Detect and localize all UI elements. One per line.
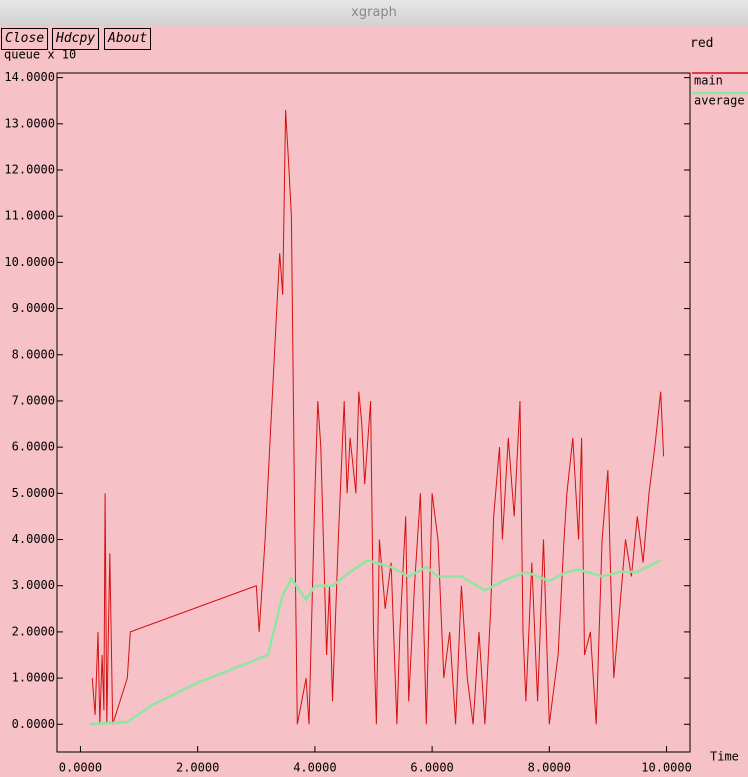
y-tick-label: 1.0000 [12, 671, 55, 685]
y-tick-label: 12.0000 [4, 163, 55, 177]
y-tick-label: 2.0000 [12, 624, 55, 638]
x-tick-label: 0.0000 [59, 761, 102, 775]
y-tick-label: 8.0000 [12, 347, 55, 361]
y-tick-label: 10.0000 [4, 255, 55, 269]
close-button[interactable]: Close [1, 28, 49, 50]
graph-name: red [690, 36, 714, 51]
x-tick-label: 2.0000 [176, 761, 219, 775]
x-axis-label: Time [710, 750, 739, 764]
y-tick-label: 14.0000 [4, 70, 55, 84]
y-tick-label: 7.0000 [12, 393, 55, 407]
hdcpy-button[interactable]: Hdcpy [52, 28, 100, 50]
y-tick-label: 9.0000 [12, 301, 55, 315]
legend-label: main [694, 74, 723, 88]
y-tick-label: 4.0000 [12, 532, 55, 546]
x-tick-label: 4.0000 [293, 761, 336, 775]
series-line [89, 558, 662, 726]
y-tick-label: 11.0000 [4, 209, 55, 223]
y-axis-label: queue x 10 [4, 48, 76, 62]
series-line [91, 109, 665, 725]
window-title: xgraph [0, 0, 748, 25]
x-tick-label: 8.0000 [528, 761, 571, 775]
y-tick-label: 13.0000 [4, 116, 55, 130]
about-button[interactable]: About [104, 28, 152, 50]
x-tick-label: 10.0000 [641, 761, 692, 775]
y-tick-label: 3.0000 [12, 578, 55, 592]
y-tick-label: 0.0000 [12, 717, 55, 731]
y-tick-label: 6.0000 [12, 440, 55, 454]
x-tick-label: 6.0000 [410, 761, 453, 775]
y-tick-label: 5.0000 [12, 486, 55, 500]
legend-label: average [694, 94, 745, 108]
plot-frame [56, 72, 691, 753]
